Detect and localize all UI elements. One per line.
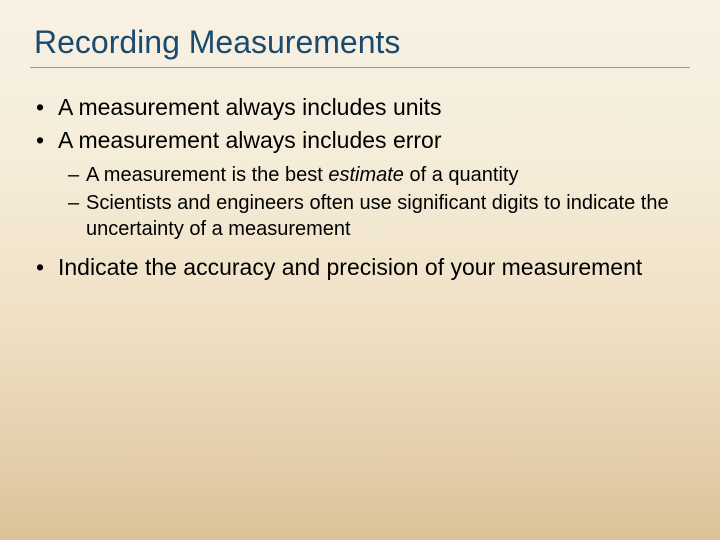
bullet-item: A measurement always includes units [30,92,690,123]
sub-bullet-item: Scientists and engineers often use signi… [30,190,690,242]
bullet-text-italic: estimate [328,164,404,186]
slide-container: Recording Measurements A measurement alw… [0,0,720,305]
sub-bullet-list: A measurement is the best estimate of a … [30,162,690,242]
bullet-item: Indicate the accuracy and precision of y… [30,252,690,283]
bullet-text: of a quantity [404,164,519,186]
bullet-text: A measurement is the best [86,164,328,186]
bullet-list: A measurement always includes units A me… [30,92,690,283]
slide-title: Recording Measurements [30,24,690,61]
sub-bullet-item: A measurement is the best estimate of a … [30,162,690,188]
title-underline [30,67,690,68]
bullet-item: A measurement always includes error [30,125,690,156]
